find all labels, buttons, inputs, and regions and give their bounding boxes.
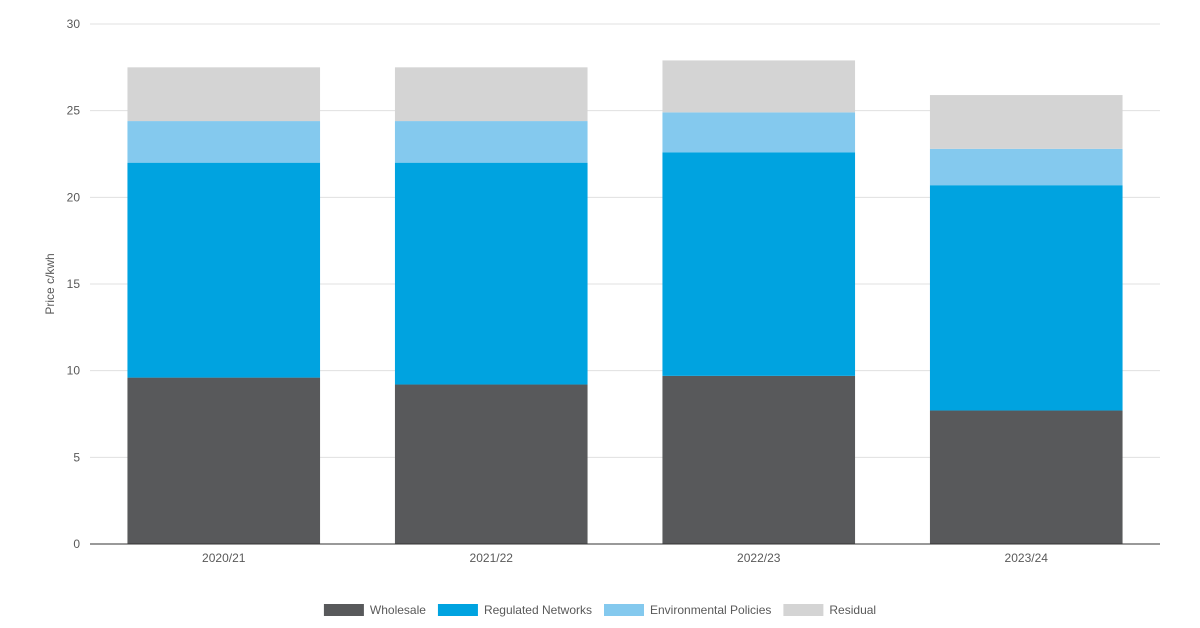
y-axis-title: Price c/kwh bbox=[43, 253, 57, 314]
bar-segment bbox=[394, 384, 588, 544]
y-tick-label: 25 bbox=[67, 104, 81, 118]
bar-segment bbox=[394, 162, 588, 385]
x-tick-label: 2021/22 bbox=[470, 551, 514, 565]
bar-segment bbox=[662, 375, 856, 544]
legend-swatch bbox=[604, 604, 644, 616]
bar-segment bbox=[662, 60, 856, 113]
bar-segment bbox=[127, 162, 321, 378]
legend-swatch bbox=[437, 604, 478, 616]
bar-segment bbox=[394, 121, 588, 163]
bar-segment bbox=[127, 121, 321, 163]
bar-segment bbox=[929, 95, 1123, 149]
bar-segment bbox=[929, 410, 1123, 544]
legend-swatch bbox=[783, 604, 824, 616]
bar-segment bbox=[929, 185, 1123, 411]
legend-label: Environmental Policies bbox=[650, 603, 771, 617]
y-tick-label: 10 bbox=[67, 364, 81, 378]
y-tick-label: 20 bbox=[67, 190, 81, 204]
x-tick-label: 2023/24 bbox=[1005, 551, 1049, 565]
x-tick-label: 2020/21 bbox=[202, 551, 246, 565]
bar-segment bbox=[929, 148, 1123, 186]
bar-segment bbox=[127, 67, 321, 122]
axes: Price c/kwh 0 5 10 15 20 25 30 2020/21 2021/22 20… bbox=[43, 17, 1160, 565]
legend-label: Wholesale bbox=[370, 603, 426, 617]
legend-label: Residual bbox=[829, 603, 876, 617]
bar-segment bbox=[662, 112, 856, 153]
legend: Wholesale Regulated Networks Environmental… bbox=[323, 603, 876, 617]
bar-segment bbox=[662, 152, 856, 376]
bar-segment bbox=[394, 67, 588, 122]
bar-segment bbox=[127, 377, 321, 544]
x-tick-label: 2022/23 bbox=[737, 551, 781, 565]
y-tick-label: 0 bbox=[73, 537, 80, 551]
bars bbox=[127, 60, 1123, 544]
legend-swatch bbox=[323, 604, 364, 616]
y-tick-label: 5 bbox=[73, 450, 80, 464]
y-tick-label: 15 bbox=[67, 277, 81, 291]
legend-label: Regulated Networks bbox=[484, 603, 592, 617]
y-tick-label: 30 bbox=[67, 17, 81, 31]
